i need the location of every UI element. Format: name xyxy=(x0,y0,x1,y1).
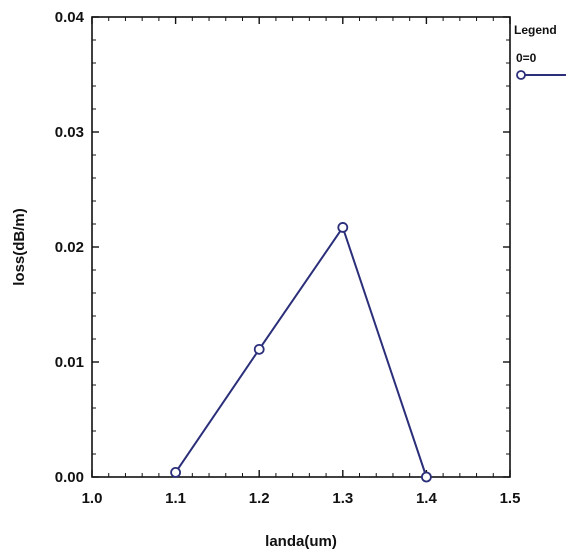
x-axis-title: landa(um) xyxy=(265,533,337,550)
y-tick-label: 0.03 xyxy=(55,124,84,141)
x-tick-label: 1.1 xyxy=(165,490,186,507)
plot-frame xyxy=(91,16,511,478)
legend-marker xyxy=(516,70,526,80)
x-axis-ticks: 1.0 1.1 1.2 1.3 1.4 1.5 xyxy=(82,17,521,507)
legend: Legend 0=0 xyxy=(514,23,566,80)
plot-area xyxy=(91,16,511,478)
x-tick-label: 1.3 xyxy=(332,490,353,507)
series-layer xyxy=(170,222,432,483)
y-tick-label: 0.04 xyxy=(55,9,85,26)
data-point xyxy=(420,471,432,483)
x-tick-label: 1.4 xyxy=(416,490,438,507)
x-tick-label: 1.5 xyxy=(500,490,521,507)
y-axis-ticks: 0.00 0.01 0.02 0.03 0.04 xyxy=(55,9,510,486)
data-point xyxy=(253,343,265,355)
y-tick-label: 0.00 xyxy=(55,469,84,486)
y-axis-title: loss(dB/m) xyxy=(11,208,28,286)
legend-title: Legend xyxy=(514,23,557,37)
y-tick-label: 0.02 xyxy=(55,239,84,256)
y-tick-label: 0.01 xyxy=(55,354,84,371)
legend-entry-label: 0=0 xyxy=(516,51,537,65)
x-tick-label: 1.2 xyxy=(249,490,270,507)
data-point xyxy=(337,222,349,233)
series-line xyxy=(174,225,428,478)
x-tick-label: 1.0 xyxy=(82,490,103,507)
data-point xyxy=(170,466,182,478)
